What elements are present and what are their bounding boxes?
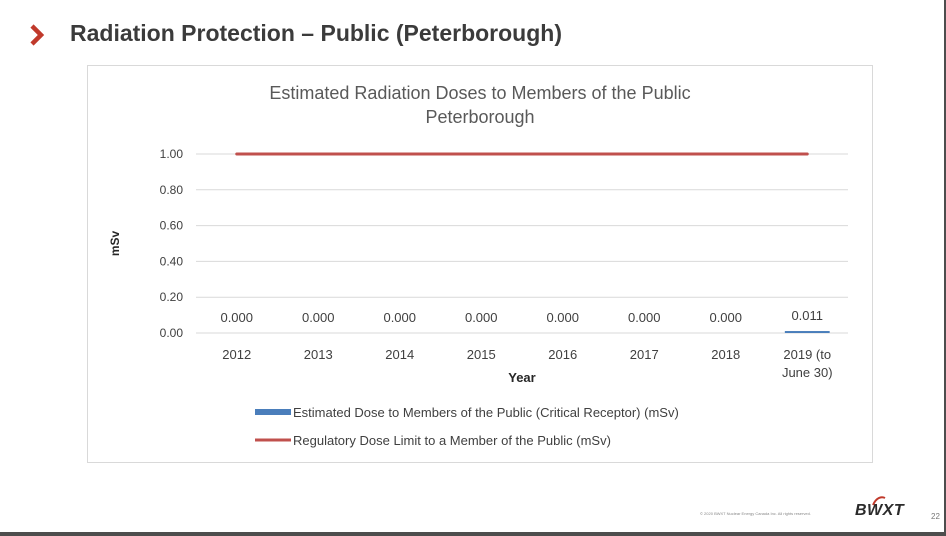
bar [784,331,830,333]
data-label: 0.000 [709,310,742,325]
y-tick-label: 0.00 [160,326,184,340]
y-tick-label: 0.20 [160,290,184,304]
x-tick-label: June 30) [782,365,833,380]
data-label: 0.000 [302,310,335,325]
y-tick-label: 0.40 [160,254,184,268]
chart-svg: Estimated Radiation Doses to Members of … [108,83,848,448]
x-tick-label: 2017 [630,347,659,362]
legend-swatch-bar [255,409,291,415]
logo-swoosh-icon [872,496,886,506]
x-tick-label: 2015 [467,347,496,362]
x-tick-label: 2013 [304,347,333,362]
y-tick-label: 1.00 [160,147,184,161]
page-number: 22 [931,512,940,521]
x-tick-label: 2018 [711,347,740,362]
x-tick-label: 2014 [385,347,414,362]
brand-logo: BWXT [855,502,905,519]
data-label: 0.000 [465,310,498,325]
chart-title-line: Peterborough [425,107,534,127]
x-tick-label: 2016 [548,347,577,362]
chart-container: Estimated Radiation Doses to Members of … [87,65,873,463]
data-label: 0.000 [546,310,579,325]
y-axis-label: mSv [108,231,122,257]
x-tick-label: 2019 (to [783,347,831,362]
slide-title: Radiation Protection – Public (Peterboro… [70,20,562,46]
data-label: 0.011 [791,308,823,323]
legend-label: Estimated Dose to Members of the Public … [293,405,679,420]
x-axis-label: Year [508,370,535,385]
data-label: 0.000 [383,310,416,325]
x-tick-label: 2012 [222,347,251,362]
chevron-right-icon [30,24,45,46]
chart-title-line: Estimated Radiation Doses to Members of … [269,83,690,103]
legend-label: Regulatory Dose Limit to a Member of the… [293,433,611,448]
y-tick-label: 0.80 [160,183,184,197]
data-label: 0.000 [220,310,253,325]
copyright-text: © 2020 BWXT Nuclear Energy Canada Inc. A… [700,511,811,516]
data-label: 0.000 [628,310,661,325]
y-tick-label: 0.60 [160,219,184,233]
